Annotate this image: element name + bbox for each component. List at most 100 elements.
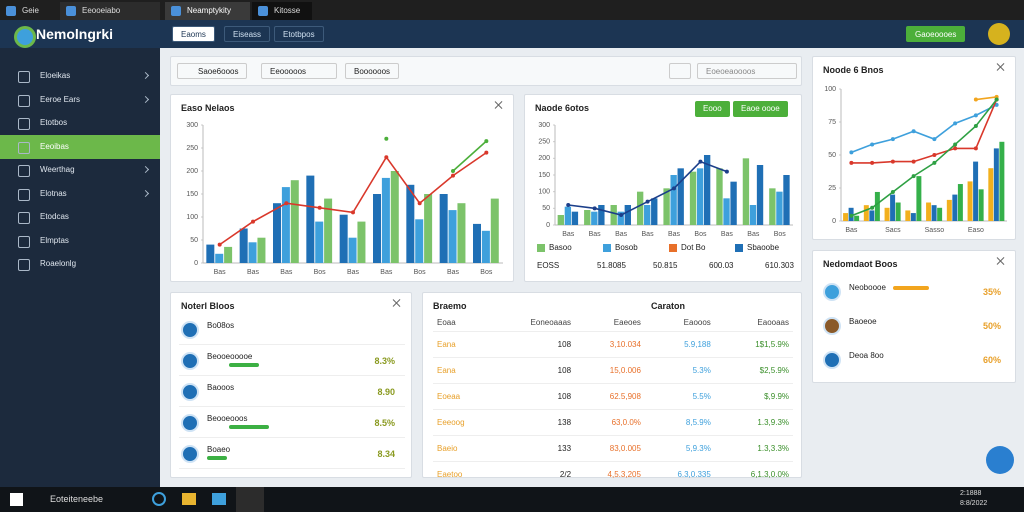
panel-title: Noode 6 Bnos <box>823 65 884 75</box>
bar <box>306 175 315 263</box>
table-title: Braemo <box>433 301 467 311</box>
action-button[interactable]: Gaoeoooes <box>906 26 966 42</box>
bar <box>373 194 381 263</box>
nav-button[interactable]: Etotbpos <box>274 26 324 42</box>
sidebar-item[interactable]: Eeoibas <box>0 134 160 159</box>
close[interactable] <box>495 101 503 109</box>
sidebar-item[interactable]: Elmptas <box>0 229 160 253</box>
bar <box>756 165 764 225</box>
tab[interactable]: Kitosse <box>252 2 312 20</box>
sidebar-item[interactable]: Roaelonlg <box>0 252 160 276</box>
line-point <box>484 139 489 144</box>
line-point <box>384 155 389 160</box>
line <box>851 99 998 164</box>
bar <box>776 191 783 225</box>
notice-item[interactable]: Deoa 8oo 60% <box>821 345 1011 375</box>
nav-button[interactable]: Eiseass <box>224 26 271 42</box>
table-cell: Eaetoo <box>437 469 463 479</box>
bar <box>952 194 958 221</box>
table-cell: 15,0.006 <box>609 365 641 375</box>
close[interactable] <box>997 257 1005 265</box>
line-point <box>384 136 389 141</box>
notice-item[interactable]: Baoeoe 50% <box>821 311 1011 341</box>
bar <box>716 168 723 225</box>
close[interactable] <box>997 63 1005 71</box>
x-tick-label: Bas <box>247 269 260 276</box>
chart-panel: Easo Nelaos 0 50 100 150 200 250 300 Bas Bas Bas B… <box>170 94 514 282</box>
item-value: 50% <box>982 321 1001 331</box>
bar <box>651 198 658 225</box>
summary-value: 50.815 <box>653 261 678 270</box>
app-icon[interactable] <box>236 487 264 512</box>
table-cell: 4,5.3,205 <box>607 469 641 479</box>
tab[interactable]: Eeooeiabo <box>60 2 160 20</box>
list-item[interactable]: Baooos 8.90 <box>179 377 405 407</box>
bar <box>869 210 875 221</box>
list-item[interactable]: Beooeooos 8.5% <box>179 408 405 438</box>
header-cell: Eaooaas <box>757 318 789 328</box>
start-button[interactable] <box>10 493 23 506</box>
list-panel: Noterl Bloos Bo08os Beooeooooe 8.3% Baooos 8… <box>170 292 412 478</box>
x-tick-label: Bas <box>589 231 602 238</box>
chart-button[interactable]: Eaoe oooe <box>733 101 788 117</box>
sidebar-item[interactable]: Etodcas <box>0 205 160 229</box>
bar <box>290 180 299 263</box>
bar <box>273 203 281 263</box>
sidebar-item[interactable]: Eeroe Ears <box>0 88 160 112</box>
bar <box>617 211 624 225</box>
line-point <box>870 142 875 147</box>
close[interactable] <box>393 299 401 307</box>
progress-bar <box>893 286 929 290</box>
line-point <box>890 189 895 194</box>
y-tick-label: 75 <box>828 119 836 126</box>
table-cell: Eana <box>437 339 456 349</box>
y-tick-label: 0 <box>832 218 836 225</box>
chart: 0 50 100 150 200 250 300 Bas Bas Bas Bos Bas Bas Bos B… <box>186 122 503 276</box>
chart-button[interactable]: Eooo <box>695 101 730 117</box>
x-tick-label: Bas <box>347 269 360 276</box>
tab[interactable]: Neamptykity <box>165 2 250 20</box>
list-item[interactable]: Bo08os <box>179 315 405 345</box>
sidebar-item[interactable]: Eloeikas <box>0 64 160 88</box>
line-point <box>953 121 958 126</box>
sidebar-item[interactable]: Weerthag <box>0 158 160 182</box>
line-point <box>849 150 854 155</box>
list-item[interactable]: Boaeo 8.34 <box>179 439 405 469</box>
bar <box>481 230 490 263</box>
search-icon[interactable] <box>669 63 691 79</box>
list-item[interactable]: Beooeooooe 8.3% <box>179 346 405 376</box>
chat-button[interactable] <box>986 446 1014 474</box>
search-box[interactable]: Eoteiteneebe <box>50 494 104 504</box>
y-tick-label: 50 <box>828 152 836 159</box>
y-tick-label: 100 <box>824 86 836 93</box>
line-point <box>911 174 916 179</box>
dropdown[interactable]: Eeooooos <box>261 63 337 79</box>
x-tick-label: Bas <box>721 231 734 238</box>
table-cell: 108 <box>557 365 572 375</box>
search-box[interactable]: Eoeoeaoooos <box>697 63 797 79</box>
app-icon[interactable] <box>182 493 196 505</box>
bar <box>783 175 790 225</box>
bar <box>931 205 937 221</box>
nav-button[interactable]: Eaoms <box>172 26 215 42</box>
bar <box>473 223 481 263</box>
logo[interactable]: Nemolngrki <box>14 26 113 48</box>
y-tick-label: 0 <box>194 260 198 267</box>
app-icon[interactable] <box>152 492 166 506</box>
notice-item[interactable]: Neoboooe 35% <box>821 277 1011 307</box>
bar <box>670 175 677 225</box>
sidebar: Eloeikas Eeroe Ears Etotbos Eeoibas Weerthag… <box>0 48 160 487</box>
bar <box>730 181 737 225</box>
toolbar-button[interactable]: Saoe6ooos <box>177 63 248 79</box>
bar <box>663 188 670 225</box>
progress-bar <box>229 425 269 429</box>
app-icon[interactable] <box>212 493 226 505</box>
tab[interactable]: Geie <box>0 2 60 20</box>
table-cell: 133 <box>557 443 572 453</box>
bar <box>357 221 366 263</box>
avatar[interactable] <box>988 23 1010 45</box>
sidebar-item[interactable]: Etotbos <box>0 111 160 135</box>
filter-button[interactable]: Boooooos <box>345 63 400 79</box>
line-point <box>451 169 455 173</box>
sidebar-item[interactable]: Elotnas <box>0 182 160 206</box>
